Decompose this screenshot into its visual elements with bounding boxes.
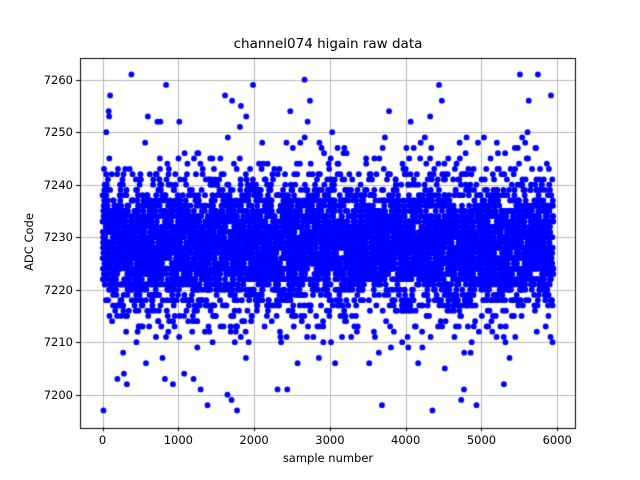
x-tick-label: 3000 [315,433,345,447]
y-tick-label: 7230 [43,230,73,245]
x-tick-label: 0 [98,433,107,447]
x-tick-label: 6000 [542,433,572,447]
y-tick-label: 7200 [43,387,73,402]
y-tick-label: 7260 [43,72,73,87]
y-tick-label: 7210 [43,335,73,350]
y-tick-label: 7240 [43,177,73,192]
x-axis-label: sample number [282,451,374,465]
x-tick-label: 5000 [466,433,497,447]
x-tick-label: 1000 [163,433,193,447]
x-tick-label: 2000 [239,433,269,447]
y-tick-label: 7220 [43,282,73,297]
chart-title: channel074 higain raw data [233,36,423,52]
x-tick-label: 4000 [391,433,421,447]
y-tick-label: 7250 [43,125,73,140]
